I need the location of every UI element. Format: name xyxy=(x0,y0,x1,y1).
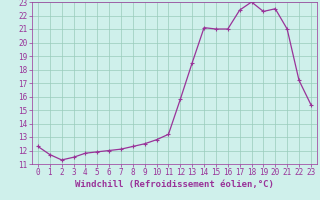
X-axis label: Windchill (Refroidissement éolien,°C): Windchill (Refroidissement éolien,°C) xyxy=(75,180,274,189)
